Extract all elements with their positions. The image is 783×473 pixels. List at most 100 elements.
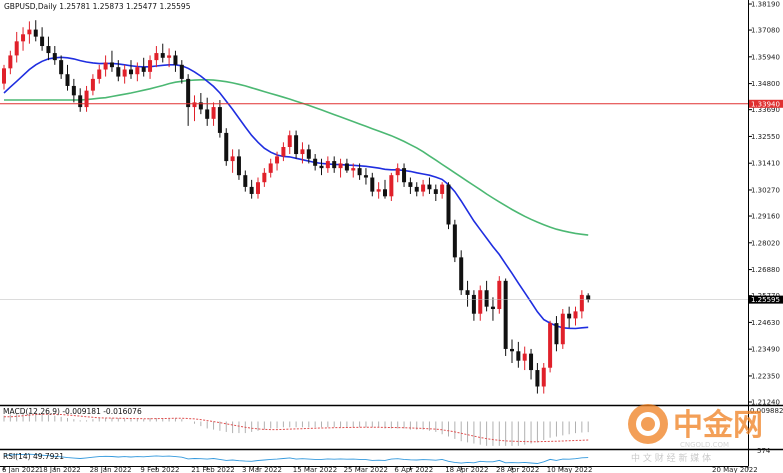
candle-body [383,189,387,197]
time-axis-label: 6 Jan 2022 [2,466,40,473]
candle-body [268,163,273,173]
candle-body [573,311,578,319]
ma-slow-series [4,79,589,236]
time-axis-label: 20 May 2022 [712,466,758,473]
candle-body [14,41,19,56]
price-axis: 1.38190 1.37080 1.35940 1.34800 1.33690 1.325… [748,1,780,407]
candle-body [427,184,432,190]
rsi-line [3,453,589,464]
candle-body [306,149,311,159]
candle-body [497,280,502,310]
candle-body [395,168,400,176]
candle-body [294,135,299,155]
candle-body [198,102,203,110]
candle-body [192,102,197,108]
candle-body [478,290,483,314]
price-axis-label: 1.37080 [751,27,780,35]
candle-body [52,53,57,61]
time-axis-label: 21 Feb 2022 [191,466,235,473]
candle-body [516,351,521,361]
price-axis-label: 1.34800 [751,80,780,88]
candles-series [2,20,591,394]
candle-body [389,175,394,197]
candle-body [300,149,305,155]
brand-watermark: 中金网 CNGOLD.COM 中 文 财 经 新 媒 体 [628,404,763,464]
candle-body [97,69,102,79]
macd-top-label: 0.009882 [750,407,783,415]
price-axis-label: 1.35940 [751,53,780,61]
candle-body [325,161,330,169]
candle-body [33,29,38,37]
main-pane: GBPUSD,Daily 1.25781 1.25873 1.25477 1.2… [0,2,748,394]
rsi-path [3,453,589,464]
candle-body [484,290,489,307]
candle-body [8,55,13,69]
macd-signal-line [4,413,589,443]
candle-body [179,64,184,79]
candle-body [217,107,222,133]
brand-watermark-main: 中金网 [673,408,763,443]
time-axis-label: 9 Feb 2022 [140,466,179,473]
candle-body [141,67,146,72]
candle-body [21,34,26,42]
candle-body [363,175,368,178]
current-price-label: 1.25595 [749,295,783,304]
candle-body [548,323,553,368]
candle-body [243,175,248,187]
candle-body [224,132,229,162]
candle-body [84,90,89,108]
candle-body [236,156,241,176]
svg-text:1.33940: 1.33940 [751,100,780,108]
price-axis-label: 1.26880 [751,266,780,274]
candle-body [122,69,127,77]
candle-body [230,156,235,162]
candle-body [211,107,216,119]
candle-body [103,62,108,70]
candle-body [376,189,381,192]
macd-pane: MACD(12,26,9) -0.009181 -0.016076 0.0098… [3,407,783,446]
ma-slow-line [4,79,589,236]
candle-body [71,85,76,96]
brand-logo-core [641,417,655,431]
candle-body [465,290,470,295]
price-axis-label: 1.21240 [751,399,780,407]
candle-body [319,165,324,169]
candle-body [281,146,286,157]
candle-body [567,313,572,319]
price-axis-label: 1.30270 [751,186,780,194]
candle-body [256,182,260,194]
candle-body [275,156,280,164]
candle-body [154,53,159,61]
candle-body [529,353,534,371]
candle-body [446,184,451,225]
macd-label: MACD(12,26,9) -0.009181 -0.016076 [3,407,142,416]
candle-body [554,323,559,345]
time-axis-label: 6 Apr 2022 [394,466,433,473]
candle-body [490,306,495,310]
rsi-right-label: 574 [757,447,771,455]
candle-body [344,163,349,171]
time-axis-label: 28 Jan 2022 [90,466,132,473]
macd-signal-path [4,413,589,443]
svg-text:1.25595: 1.25595 [751,296,780,304]
candle-body [414,186,419,192]
candle-body [357,168,362,176]
price-axis-label: 1.28020 [751,239,780,247]
candle-body [2,68,6,84]
candle-body [27,29,32,35]
time-axis-label: 28 Apr 2022 [496,466,539,473]
price-axis-label: 1.32550 [751,133,780,141]
candle-body [313,158,318,166]
candle-body [541,367,546,387]
candle-body [452,224,457,258]
time-axis-label: 15 Mar 2022 [293,466,337,473]
chart-title: GBPUSD,Daily 1.25781 1.25873 1.25477 1.2… [4,2,191,11]
candle-body [535,370,540,387]
candle-body [459,257,464,291]
candle-body [338,163,343,169]
candle-body [59,60,64,75]
candle-body [408,182,413,187]
candle-body [109,62,114,68]
candle-body [129,69,133,75]
